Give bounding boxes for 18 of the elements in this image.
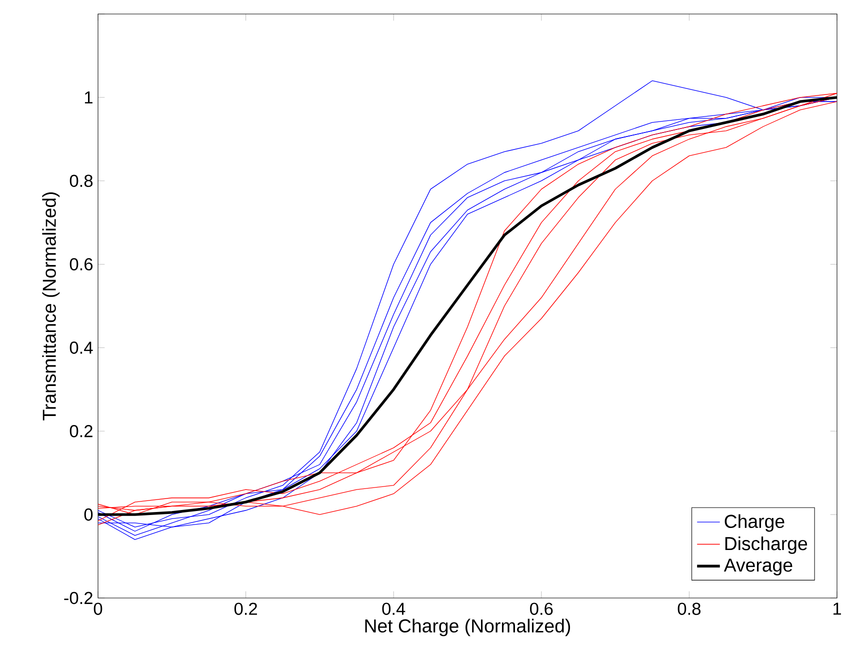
y-tick-label: 0.8 <box>70 174 93 187</box>
legend-label: Charge <box>724 514 784 532</box>
x-tick-label: 0.8 <box>678 602 700 615</box>
y-tick-label: 0.4 <box>70 342 93 354</box>
y-tick-label: 1 <box>84 91 92 104</box>
x-tick-label: 0.2 <box>234 602 257 615</box>
y-axis-title: Transmittance (Normalized) <box>42 192 60 420</box>
x-tick-label: 0.4 <box>382 602 406 615</box>
x-tick-label: 0.6 <box>530 602 553 615</box>
legend-label: Discharge <box>725 536 808 554</box>
y-tick-label: -0.2 <box>64 592 92 604</box>
y-tick-label: 0.6 <box>70 258 93 270</box>
x-tick-label: 0 <box>94 602 102 615</box>
y-tick-label: 0.2 <box>70 424 92 438</box>
x-tick-label: 1 <box>833 602 841 615</box>
legend-label: Average <box>724 558 792 576</box>
y-tick-label: 0 <box>84 508 93 521</box>
x-axis-title: Net Charge (Normalized) <box>365 618 570 636</box>
